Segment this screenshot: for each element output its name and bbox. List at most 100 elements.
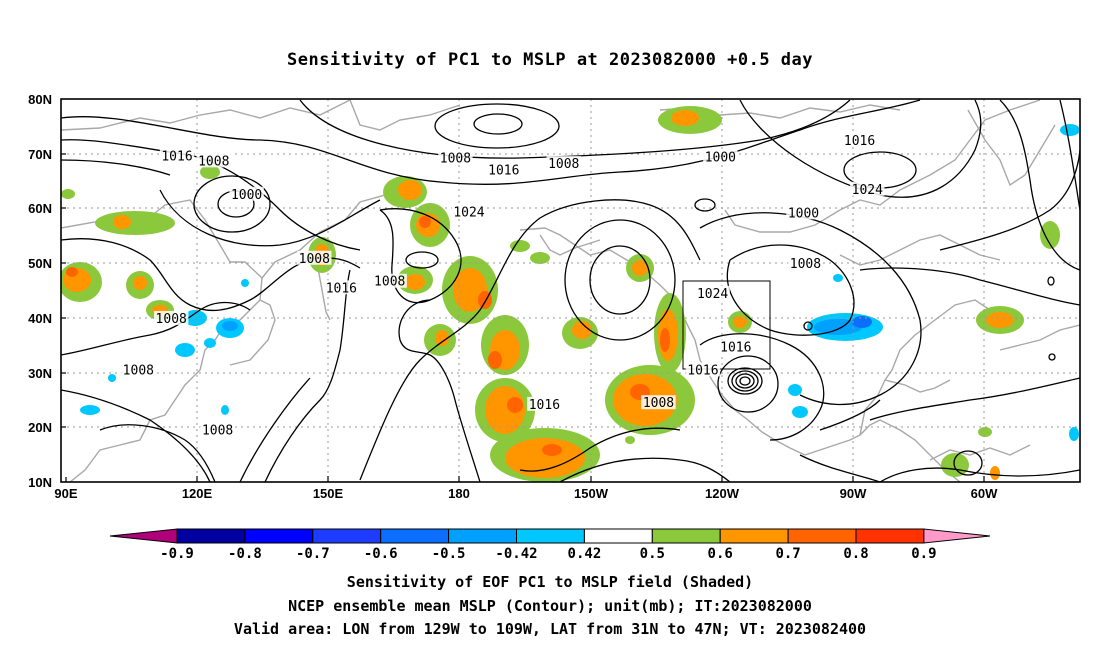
contour-label: 1016 xyxy=(488,164,519,179)
colorbar-segment xyxy=(787,528,857,544)
contour-label: 1008 xyxy=(548,157,579,172)
lat-label: 80N xyxy=(28,92,52,107)
contour-label-bg xyxy=(527,396,562,411)
lon-label: 180 xyxy=(448,486,470,501)
lon-label: 120E xyxy=(182,486,213,501)
latitude-labels: 80N 70N 60N 50N 40N 30N 20N 10N xyxy=(28,92,52,490)
plot-frame xyxy=(60,98,1081,483)
colorbar-label: 0.5 xyxy=(640,546,665,562)
contour-label-bg xyxy=(159,148,195,163)
contour-label: 1016 xyxy=(161,149,192,164)
colorbar-label: 0.42 xyxy=(568,546,602,562)
lon-label: 120W xyxy=(705,486,740,501)
colorbar-segment xyxy=(448,528,518,544)
colorbar-segment xyxy=(855,528,925,544)
contour-label: 1008 xyxy=(643,396,674,411)
lat-label: 70N xyxy=(28,147,52,162)
valid-area-box xyxy=(682,280,771,370)
contour-label-bg xyxy=(703,149,738,164)
contour-label: 1008 xyxy=(440,152,471,167)
contour-label: 1016 xyxy=(687,363,718,378)
colorbar-label: 0.6 xyxy=(708,546,733,562)
contour-label-bg xyxy=(229,186,264,201)
lon-label: 150E xyxy=(313,486,344,501)
contour-label: 1016 xyxy=(529,398,560,413)
contour-label-bg xyxy=(546,156,581,171)
colorbar-label: 0.8 xyxy=(843,546,868,562)
contour-label: 1024 xyxy=(852,183,883,198)
footer-line-valid-area: Valid area: LON from 129W to 109W, LAT f… xyxy=(233,620,867,638)
contour-label-bg xyxy=(372,273,407,288)
contour-label-bg xyxy=(486,162,521,177)
colorbar-segment xyxy=(176,528,246,544)
contour-label-bg xyxy=(641,395,676,410)
contour-label-bg xyxy=(200,422,235,437)
colorbar: -0.9 -0.8 -0.7 -0.6 -0.5 -0.42 0.42 0.5 0.6 0.7 0.… xyxy=(109,528,991,562)
sensitivity-shading xyxy=(61,106,1080,482)
contour-label-bg xyxy=(850,181,885,196)
contour-label-bg xyxy=(786,205,821,220)
contour-labels: 1016 1008 1000 1008 1008 1016 1000 1016 1024 1000… xyxy=(121,133,885,439)
contour-label-bg xyxy=(324,280,359,295)
lon-label: 60W xyxy=(971,486,998,501)
map-title: Sensitivity of PC1 to MSLP at 2023082000… xyxy=(286,50,813,70)
contour-label: 1008 xyxy=(156,312,187,327)
colorbar-label: -0.42 xyxy=(495,546,537,562)
colorbar-segment xyxy=(719,528,789,544)
contour-label: 1000 xyxy=(705,151,736,166)
colorbar-segment xyxy=(583,528,653,544)
contour-label-bg xyxy=(788,256,823,271)
lon-label: 90W xyxy=(840,486,867,501)
contour-label: 1008 xyxy=(202,424,233,439)
contour-label-bg xyxy=(154,310,189,325)
colorbar-segment xyxy=(312,528,382,544)
colorbar-label: -0.7 xyxy=(296,546,330,562)
contour-label-bg xyxy=(438,150,473,165)
contour-label: 1000 xyxy=(231,188,262,203)
contour-label: 1016 xyxy=(326,281,357,296)
contour-label-bg xyxy=(718,339,754,354)
colorbar-label: 0.9 xyxy=(911,546,936,562)
contour-label: 1016 xyxy=(844,134,875,149)
contour-label: 1000 xyxy=(788,206,819,221)
colorbar-label: 0.7 xyxy=(775,546,800,562)
contour-label: 1008 xyxy=(790,257,821,272)
contour-label-bg xyxy=(297,250,332,265)
colorbar-segment xyxy=(380,528,450,544)
contour-label: 1008 xyxy=(299,252,330,267)
lon-label: 90E xyxy=(54,486,77,501)
contour-label-bg xyxy=(842,133,877,148)
contour-label-bg xyxy=(695,285,730,300)
lat-label: 60N xyxy=(28,201,52,216)
contour-label-bg xyxy=(196,153,231,168)
contour-label: 1008 xyxy=(198,154,229,169)
contour-label: 1024 xyxy=(453,205,484,220)
footer-line-contour: NCEP ensemble mean MSLP (Contour); unit(… xyxy=(288,597,812,615)
colorbar-label: -0.5 xyxy=(432,546,466,562)
contour-label: 1024 xyxy=(697,287,728,302)
contour-label: 1008 xyxy=(374,275,405,290)
lat-label: 10N xyxy=(28,475,52,490)
lat-label: 40N xyxy=(28,311,52,326)
colorbar-segment xyxy=(244,528,314,544)
colorbar-segment xyxy=(516,528,585,544)
lon-label: 150W xyxy=(574,486,609,501)
colorbar-label: -0.8 xyxy=(228,546,262,562)
longitude-labels: 90E 120E 150E 180 150W 120W 90W 60W xyxy=(54,486,998,501)
colorbar-low-triangle xyxy=(109,528,178,544)
colorbar-segment xyxy=(651,528,721,544)
contour-label-bg xyxy=(451,204,487,219)
contour-label-bg xyxy=(121,362,156,377)
contour-label: 1016 xyxy=(720,340,751,355)
axis-ticks xyxy=(61,153,985,482)
footer-line-shading: Sensitivity of EOF PC1 to MSLP field (Sh… xyxy=(346,573,754,591)
contour-label: 1008 xyxy=(123,363,154,378)
lat-label: 50N xyxy=(28,256,52,271)
lat-label: 30N xyxy=(28,366,52,381)
colorbar-label: -0.9 xyxy=(160,546,194,562)
colorbar-high-triangle xyxy=(923,528,991,544)
lat-label: 20N xyxy=(28,420,52,435)
mslp-contours xyxy=(61,99,1080,482)
contour-label-bg xyxy=(685,362,721,377)
